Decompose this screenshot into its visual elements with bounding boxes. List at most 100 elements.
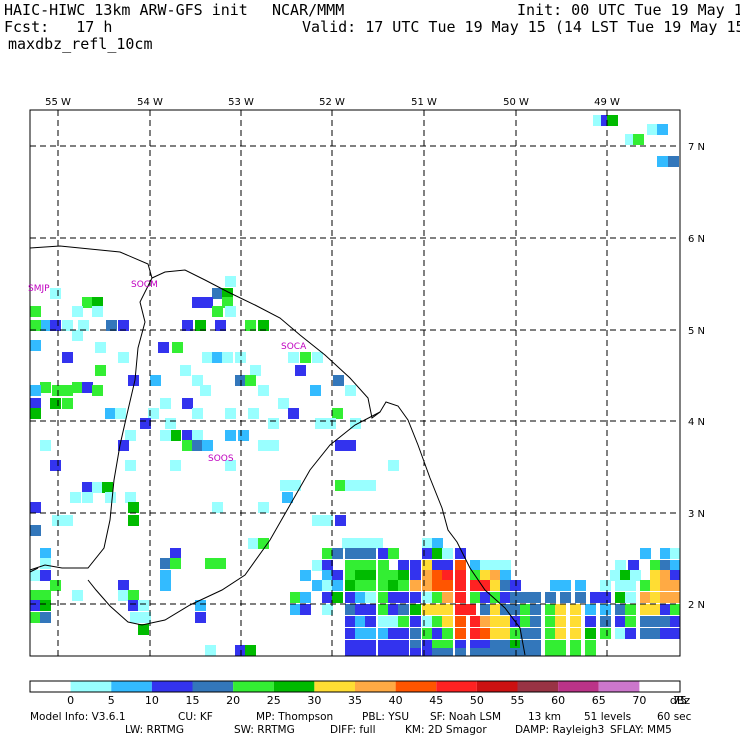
reflectivity-cell <box>378 616 389 627</box>
reflectivity-cell <box>50 460 61 471</box>
reflectivity-cell <box>365 548 376 559</box>
reflectivity-cell <box>442 570 453 581</box>
reflectivity-cell <box>432 592 443 603</box>
reflectivity-cell <box>212 288 223 299</box>
reflectivity-cell <box>455 616 466 627</box>
reflectivity-cell <box>202 297 213 308</box>
reflectivity-cell <box>322 604 333 615</box>
lon-label: 49 W <box>594 97 620 108</box>
reflectivity-cell <box>115 408 126 419</box>
reflectivity-cell <box>422 604 433 615</box>
reflectivity-cell <box>332 580 343 591</box>
reflectivity-cell <box>50 580 61 591</box>
reflectivity-cell <box>520 592 531 603</box>
reflectivity-cell <box>182 398 193 409</box>
lon-label: 52 W <box>319 97 345 108</box>
reflectivity-cell <box>555 616 566 627</box>
reflectivity-cell <box>40 558 51 569</box>
reflectivity-cell <box>570 648 581 656</box>
reflectivity-cell <box>442 616 453 627</box>
colorbar-label: 15 <box>185 694 200 707</box>
reflectivity-cell <box>657 156 668 167</box>
reflectivity-cell <box>248 538 259 549</box>
reflectivity-cell <box>362 538 373 549</box>
colorbar-label: 55 <box>510 694 525 707</box>
reflectivity-cell <box>500 592 511 603</box>
reflectivity-cell <box>545 616 556 627</box>
colorbar-swatch <box>598 681 640 692</box>
reflectivity-cell <box>615 616 626 627</box>
reflectivity-cell <box>607 115 618 126</box>
reflectivity-cell <box>118 320 129 331</box>
reflectivity-cell <box>335 440 346 451</box>
vertical-levels: 51 levels <box>584 711 632 723</box>
reflectivity-cell <box>225 408 236 419</box>
reflectivity-cell <box>388 628 399 639</box>
reflectivity-cell <box>480 580 491 591</box>
reflectivity-cell <box>610 570 621 581</box>
field-name: maxdbz_refl_10cm <box>8 35 153 53</box>
reflectivity-cell <box>332 592 343 603</box>
reflectivity-cell <box>192 297 203 308</box>
reflectivity-cell <box>388 648 399 656</box>
reflectivity-cell <box>647 124 658 135</box>
reflectivity-cell <box>490 648 501 656</box>
reflectivity-cell <box>640 604 651 615</box>
reflectivity-cell <box>530 604 541 615</box>
reflectivity-cell <box>378 592 389 603</box>
reflectivity-cell <box>640 628 651 639</box>
model-info: Model Info: V3.6.1 <box>30 711 126 723</box>
reflectivity-cell <box>365 560 376 571</box>
reflectivity-cell <box>125 430 136 441</box>
reflectivity-cell <box>585 628 596 639</box>
reflectivity-cell <box>600 616 611 627</box>
reflectivity-cell <box>670 570 680 581</box>
reflectivity-cell <box>118 440 129 451</box>
reflectivity-cell <box>345 440 356 451</box>
reflectivity-cell <box>480 560 491 571</box>
reflectivity-cell <box>40 320 51 331</box>
colorbar-swatch <box>111 681 152 692</box>
reflectivity-cell <box>280 480 291 491</box>
reflectivity-cell <box>410 640 421 651</box>
reflectivity-cell <box>140 418 151 429</box>
reflectivity-cell <box>182 430 193 441</box>
reflectivity-cell <box>352 538 363 549</box>
lat-label: 3 N <box>688 509 705 520</box>
reflectivity-cell <box>470 616 481 627</box>
reflectivity-cell <box>550 580 561 591</box>
reflectivity-cell <box>455 604 466 615</box>
colorbar-label: 40 <box>388 694 403 707</box>
reflectivity-cell <box>82 482 93 493</box>
reflectivity-cell <box>555 628 566 639</box>
reflectivity-cell <box>212 502 223 513</box>
reflectivity-cell <box>50 320 61 331</box>
reflectivity-cell <box>312 352 323 363</box>
reflectivity-cell <box>470 560 481 571</box>
reflectivity-cell <box>670 560 680 571</box>
reflectivity-cell <box>480 648 491 656</box>
reflectivity-cell <box>585 616 596 627</box>
colorbar-label: 65 <box>591 694 606 707</box>
reflectivity-cell <box>278 398 289 409</box>
reflectivity-cell <box>258 440 269 451</box>
reflectivity-cell <box>442 628 453 639</box>
reflectivity-cell <box>78 320 89 331</box>
reflectivity-cell <box>480 604 491 615</box>
reflectivity-cell <box>72 330 83 341</box>
reflectivity-cell <box>30 385 41 396</box>
reflectivity-cell <box>470 628 481 639</box>
reflectivity-cell <box>300 604 311 615</box>
reflectivity-cell <box>290 592 301 603</box>
reflectivity-cell <box>410 580 421 591</box>
reflectivity-cell <box>398 560 409 571</box>
reflectivity-cell <box>322 592 333 603</box>
reflectivity-cell <box>500 616 511 627</box>
reflectivity-cell <box>410 604 421 615</box>
sflay-option: SFLAY: MM5 <box>610 724 672 736</box>
reflectivity-cell <box>225 460 236 471</box>
reflectivity-cell <box>442 548 453 559</box>
colorbar-label: 10 <box>144 694 159 707</box>
reflectivity-cell <box>150 375 161 386</box>
